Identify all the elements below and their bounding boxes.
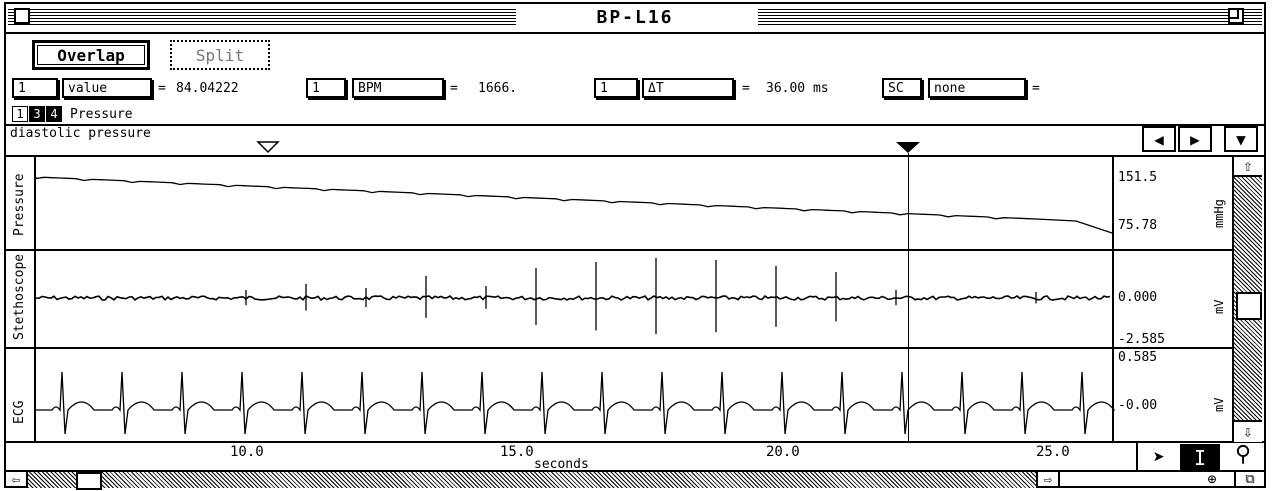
left-arrow-icon[interactable]: ◀ bbox=[1142, 126, 1176, 152]
title-bar[interactable]: BP-L16 bbox=[6, 4, 1264, 34]
pressure-top-value: 151.5 bbox=[1118, 170, 1158, 185]
app-window: BP-L16 Overlap Split 1 value = 84.04222 … bbox=[4, 2, 1266, 490]
readout-2-eq: = bbox=[450, 81, 458, 96]
graph-bottom-border bbox=[6, 441, 1264, 443]
scroll-left-arrow-icon[interactable]: ⇦ bbox=[6, 472, 28, 488]
size-box-icon[interactable]: ⧉ bbox=[1234, 472, 1264, 488]
zoom-box-icon[interactable] bbox=[1228, 8, 1244, 24]
ecg-bottom-value: -0.00 bbox=[1118, 398, 1158, 413]
x-tick-15: 15.0 bbox=[500, 444, 534, 460]
divider bbox=[6, 124, 1264, 126]
channel-label-ecg: ECG bbox=[12, 400, 27, 424]
channel-3-toggle[interactable]: 3 bbox=[29, 106, 45, 122]
ecg-top-value: 0.585 bbox=[1118, 350, 1158, 365]
selected-channel-label: Pressure bbox=[70, 107, 133, 122]
cursor-line[interactable] bbox=[908, 153, 909, 441]
cursor-marker-icon[interactable] bbox=[896, 142, 920, 153]
readout-4-eq: = bbox=[1032, 81, 1040, 96]
readout-3-value: 36.00 ms bbox=[766, 81, 829, 96]
label-column-border bbox=[34, 155, 36, 441]
readout-1-eq: = bbox=[158, 81, 166, 96]
title-stripes-right bbox=[758, 9, 1262, 26]
stethoscope-unit: mV bbox=[1212, 299, 1226, 314]
waveform-plot[interactable] bbox=[35, 155, 1116, 441]
arrow-cursor-icon[interactable]: ➤ bbox=[1152, 445, 1166, 469]
vertical-scroll-thumb[interactable] bbox=[1236, 292, 1262, 320]
readout-1-value: 84.04222 bbox=[176, 81, 239, 96]
window-title: BP-L16 bbox=[6, 7, 1264, 28]
pressure-trace bbox=[35, 176, 1113, 234]
channel-1-toggle[interactable]: 1 bbox=[12, 106, 28, 122]
channel-divider-2 bbox=[6, 347, 1234, 349]
hscroll-border bbox=[6, 470, 1264, 472]
x-axis-label: seconds bbox=[534, 457, 589, 472]
pressure-unit: mmHg bbox=[1212, 199, 1226, 228]
x-tick-20: 20.0 bbox=[766, 444, 800, 460]
x-tick-10: 10.0 bbox=[230, 444, 264, 460]
readout-4-field[interactable]: none bbox=[928, 78, 1026, 98]
stethoscope-baseline bbox=[35, 295, 1111, 302]
down-triangle-icon[interactable]: ▼ bbox=[1224, 126, 1258, 152]
pressure-bottom-value: 75.78 bbox=[1118, 218, 1158, 233]
overlap-button[interactable]: Overlap bbox=[32, 40, 150, 70]
magnifier-icon[interactable]: ⚲ bbox=[1234, 442, 1252, 467]
ecg-trace bbox=[36, 371, 1116, 435]
channel-label-pressure: Pressure bbox=[12, 173, 27, 236]
channel-divider-1 bbox=[6, 249, 1234, 251]
channel-4-toggle[interactable]: 4 bbox=[46, 106, 62, 122]
horizontal-scroll-track[interactable] bbox=[28, 472, 1036, 488]
event-marker-icon[interactable] bbox=[256, 141, 280, 154]
journal-text[interactable]: diastolic pressure bbox=[10, 126, 151, 141]
stethoscope-top-value: 0.000 bbox=[1118, 290, 1158, 305]
readout-3-field[interactable]: ΔT bbox=[642, 78, 734, 98]
close-box-icon[interactable] bbox=[14, 8, 30, 24]
plot-right-border bbox=[1112, 155, 1114, 441]
readout-1-field[interactable]: value bbox=[62, 78, 152, 98]
readout-3-channel[interactable]: 1 bbox=[594, 78, 638, 98]
stethoscope-bottom-value: -2.585 bbox=[1118, 332, 1165, 347]
readout-4-channel[interactable]: SC bbox=[882, 78, 922, 98]
x-tick-25: 25.0 bbox=[1036, 444, 1070, 460]
scroll-up-arrow-icon[interactable]: ⇧ bbox=[1234, 157, 1262, 177]
title-stripes-left bbox=[8, 9, 516, 26]
horizontal-scroll-thumb[interactable] bbox=[76, 472, 102, 490]
readout-2-field[interactable]: BPM bbox=[352, 78, 444, 98]
readout-3-eq: = bbox=[742, 81, 750, 96]
ecg-unit: mV bbox=[1212, 397, 1226, 412]
graph-top-border bbox=[6, 155, 1264, 157]
readout-2-channel[interactable]: 1 bbox=[306, 78, 346, 98]
channel-label-stethoscope: Stethoscope bbox=[12, 253, 27, 340]
readout-1-channel[interactable]: 1 bbox=[12, 78, 58, 98]
readout-2-value: 1666. bbox=[478, 81, 518, 96]
globe-icon[interactable]: ⊕ bbox=[1207, 470, 1217, 488]
event-marker-bar bbox=[256, 141, 920, 154]
tool-border bbox=[1136, 441, 1138, 471]
scroll-right-arrow-icon[interactable]: ⇨ bbox=[1036, 472, 1060, 488]
vscroll-border bbox=[1232, 155, 1234, 441]
split-button[interactable]: Split bbox=[170, 40, 270, 70]
ibeam-cursor-icon[interactable]: I bbox=[1180, 444, 1220, 472]
right-arrow-icon[interactable]: ▶ bbox=[1178, 126, 1212, 152]
scroll-down-arrow-icon[interactable]: ⇩ bbox=[1234, 420, 1262, 442]
